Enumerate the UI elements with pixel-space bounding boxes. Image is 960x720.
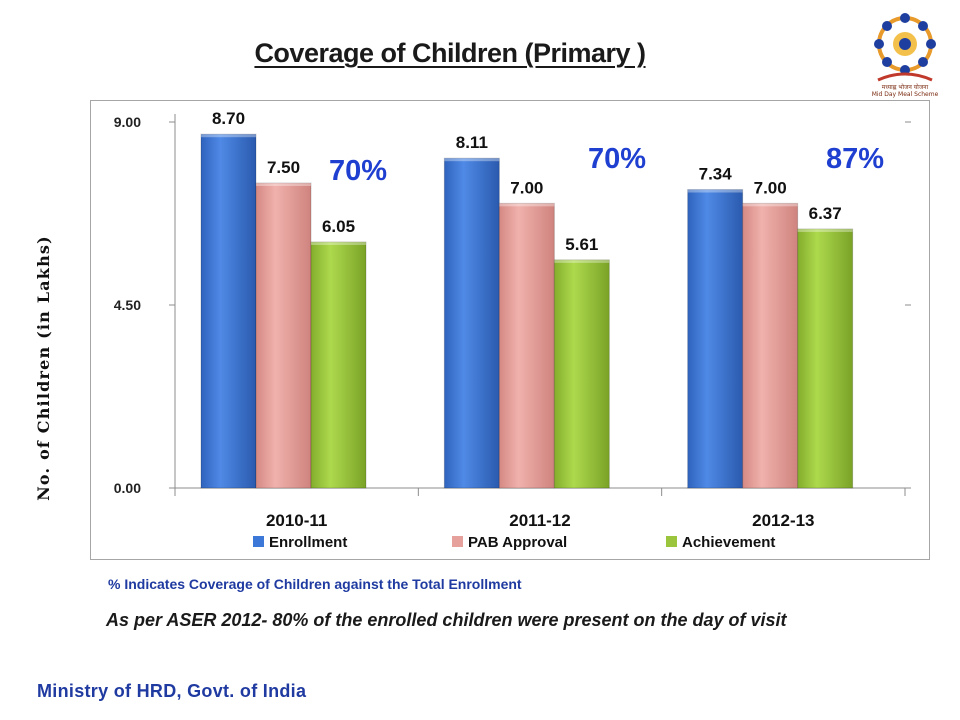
bar-cap xyxy=(444,158,500,162)
legend-swatch xyxy=(666,536,677,547)
y-tick-label: 4.50 xyxy=(114,297,141,313)
x-category-label: 2010-11 xyxy=(266,511,327,530)
chart-legend: Enrollment PAB Approval Achievement xyxy=(253,534,775,551)
bar-data-label: 7.00 xyxy=(754,178,787,197)
chart-title: Coverage of Children (Primary ) xyxy=(254,38,646,68)
ministry-credit: Ministry of HRD, Govt. of India xyxy=(37,681,307,701)
bar-data-label: 8.11 xyxy=(456,133,488,152)
chart-labels: 8.70 7.50 6.05 2010-11 70% 8.11 7.00 5.61 2011-1… xyxy=(212,109,884,530)
bar-cap xyxy=(687,189,743,193)
bar-data-label: 6.37 xyxy=(809,204,842,223)
legend-swatch xyxy=(452,536,463,547)
bar-data-label: 7.50 xyxy=(267,158,300,177)
bar-data-label: 6.05 xyxy=(322,217,355,236)
bar-cap xyxy=(554,259,610,263)
x-category-label: 2011-12 xyxy=(509,511,570,530)
logo-caption-hindi: मध्याह्न भोजन योजना xyxy=(881,84,929,91)
bar-data-label: 7.00 xyxy=(510,178,543,197)
aser-note: As per ASER 2012- 80% of the enrolled ch… xyxy=(106,610,787,630)
legend-label: PAB Approval xyxy=(468,534,567,551)
bar-data-label: 8.70 xyxy=(212,109,245,128)
y-tick-label: 0.00 xyxy=(114,480,141,496)
mid-day-meal-logo xyxy=(874,13,936,82)
bar-achievement xyxy=(553,259,610,489)
bar-cap xyxy=(742,203,798,207)
coverage-percent-label: 87% xyxy=(826,143,884,175)
bar-enrollment xyxy=(200,133,257,489)
chart-bars xyxy=(200,133,854,489)
bar-cap xyxy=(201,134,256,138)
bar-cap xyxy=(499,203,555,207)
legend-swatch xyxy=(253,536,264,547)
bar-pab-approval xyxy=(742,202,799,489)
legend-label: Achievement xyxy=(682,534,775,551)
coverage-percent-label: 70% xyxy=(329,155,387,187)
coverage-percent-label: 70% xyxy=(588,143,646,175)
bar-achievement xyxy=(797,228,854,489)
x-category-label: 2012-13 xyxy=(752,511,814,530)
bar-enrollment xyxy=(687,189,744,489)
bar-enrollment xyxy=(443,157,500,489)
y-axis-label: No. of Children (in Lakhs) xyxy=(34,235,53,501)
legend-label: Enrollment xyxy=(269,534,347,551)
logo-caption-english: Mid Day Meal Scheme xyxy=(871,91,939,98)
bar-achievement xyxy=(310,241,367,489)
bar-data-label: 5.61 xyxy=(565,235,598,254)
bar-pab-approval xyxy=(498,202,555,489)
y-tick-label: 9.00 xyxy=(114,114,141,130)
bar-pab-approval xyxy=(255,182,312,489)
bar-data-label: 7.34 xyxy=(699,165,733,184)
bar-cap xyxy=(797,228,853,232)
bar-cap xyxy=(256,183,311,186)
bar-cap xyxy=(311,241,366,245)
coverage-footnote: % Indicates Coverage of Children against… xyxy=(108,576,522,592)
